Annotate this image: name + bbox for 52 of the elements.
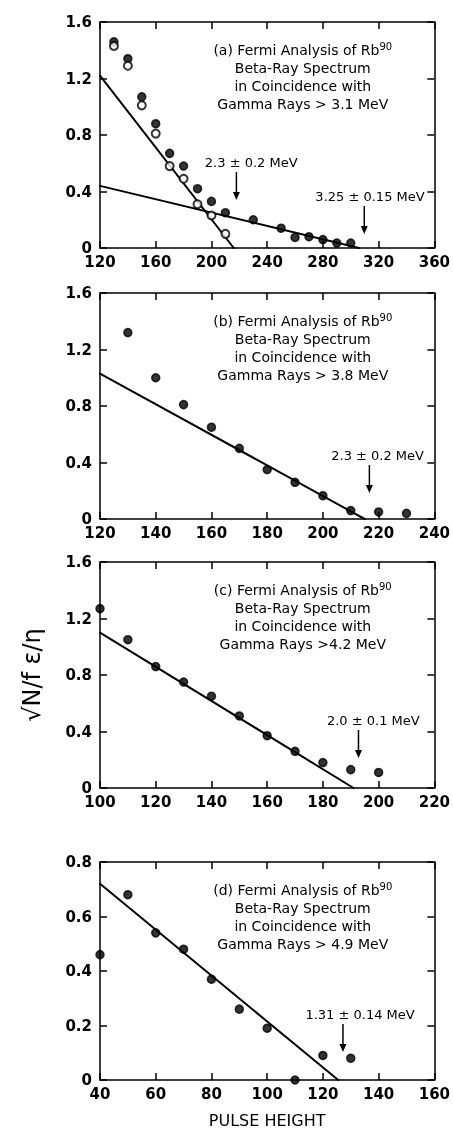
x-tick-label: 180 <box>251 523 283 542</box>
y-tick-label: 0 <box>81 1071 92 1089</box>
x-tick-label: 120 <box>84 252 116 271</box>
x-tick-label: 40 <box>89 1084 111 1103</box>
y-tick-label: 0.6 <box>65 907 92 926</box>
annotation: 2.0 ± 0.1 MeV <box>326 713 420 728</box>
x-tick-label: 280 <box>307 252 339 271</box>
y-tick-label: 0.8 <box>65 666 92 684</box>
annotation: 2.3 ± 0.2 MeV <box>331 448 425 463</box>
y-axis-title: √N/f ε/η <box>18 628 46 722</box>
x-tick-label: 220 <box>418 792 450 811</box>
x-tick-label: 180 <box>307 792 339 811</box>
annotation: 2.3 ± 0.2 MeV <box>204 155 298 170</box>
x-tick-label: 200 <box>362 792 395 811</box>
x-tick-label: 60 <box>145 1084 167 1103</box>
y-tick-label: 0.4 <box>65 962 92 980</box>
y-tick-label: 1.2 <box>65 340 92 359</box>
x-tick-label: 220 <box>362 523 395 542</box>
x-tick-label: 100 <box>251 1084 283 1103</box>
x-tick-label: 140 <box>195 792 228 811</box>
x-axis-title: PULSE HEIGHT <box>208 1110 326 1130</box>
x-tick-label: 160 <box>140 252 172 271</box>
x-tick-label: 100 <box>84 792 116 811</box>
y-tick-label: 1.6 <box>65 284 92 302</box>
x-tick-label: 120 <box>140 792 172 811</box>
x-tick-label: 240 <box>418 523 450 542</box>
y-tick-label: 0.8 <box>65 397 92 415</box>
x-tick-label: 140 <box>362 1084 395 1103</box>
x-tick-label: 160 <box>195 523 228 542</box>
x-tick-label: 120 <box>84 523 116 542</box>
x-tick-label: 360 <box>418 252 450 271</box>
x-tick-label: 160 <box>251 792 283 811</box>
y-tick-label: 0.4 <box>65 453 92 472</box>
y-tick-label: 0.8 <box>65 853 92 871</box>
x-tick-label: 160 <box>418 1084 450 1103</box>
y-tick-label: 0.4 <box>65 722 92 741</box>
x-tick-label: 240 <box>251 252 283 271</box>
annotation: 1.31 ± 0.14 MeV <box>305 1007 415 1022</box>
x-tick-label: 120 <box>307 1084 339 1103</box>
y-tick-label: 1.6 <box>65 553 92 571</box>
y-tick-label: 0.2 <box>65 1016 92 1035</box>
x-tick-label: 80 <box>201 1084 222 1103</box>
y-tick-label: 1.6 <box>65 13 92 31</box>
x-tick-label: 320 <box>362 252 395 271</box>
x-tick-label: 200 <box>307 523 339 542</box>
annotation: 3.25 ± 0.15 MeV <box>315 189 425 204</box>
y-tick-label: 1.2 <box>65 609 92 628</box>
x-tick-label: 140 <box>140 523 172 542</box>
y-tick-label: 0.8 <box>65 126 92 144</box>
y-tick-label: 0.4 <box>65 182 92 201</box>
y-tick-label: 1.2 <box>65 69 92 88</box>
x-tick-label: 200 <box>195 252 228 271</box>
